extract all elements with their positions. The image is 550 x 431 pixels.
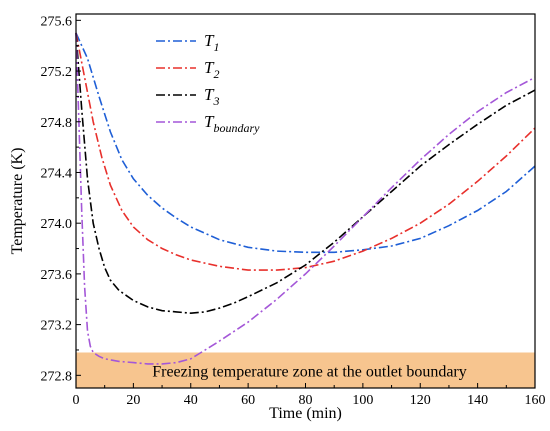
x-axis-title: Time (min) bbox=[269, 405, 342, 422]
y-tick-label: 273.6 bbox=[41, 268, 73, 283]
y-tick-label: 274.8 bbox=[41, 116, 73, 131]
x-tick-label: 40 bbox=[184, 393, 198, 408]
y-tick-label: 275.2 bbox=[41, 65, 73, 80]
x-tick-label: 100 bbox=[352, 393, 373, 408]
x-tick-label: 160 bbox=[525, 393, 546, 408]
x-tick-label: 120 bbox=[410, 393, 431, 408]
series-line-boundary bbox=[75, 32, 536, 365]
legend: T1 T2 T3 Tboundary bbox=[156, 31, 260, 135]
x-tick-label: 60 bbox=[241, 393, 255, 408]
legend-label-boundary: Tboundary bbox=[204, 112, 260, 135]
x-tick-label: 140 bbox=[467, 393, 488, 408]
series-line-3 bbox=[75, 32, 536, 315]
legend-label-2: T2 bbox=[204, 58, 219, 81]
freezing-zone-label: Freezing temperature zone at the outlet … bbox=[152, 363, 467, 380]
legend-label-1: T1 bbox=[204, 31, 219, 54]
legend-label-3: T3 bbox=[204, 85, 219, 108]
freezing-zone-band bbox=[76, 352, 535, 388]
x-tick-label: 20 bbox=[126, 393, 140, 408]
series-line-2 bbox=[75, 32, 536, 271]
x-tick-label: 80 bbox=[299, 393, 313, 408]
y-tick-label: 274.0 bbox=[41, 217, 73, 232]
plot-frame bbox=[75, 13, 536, 389]
y-tick-label: 275.6 bbox=[41, 14, 73, 29]
x-tick-label: 0 bbox=[73, 393, 80, 408]
y-tick-label: 272.8 bbox=[41, 369, 73, 384]
y-axis-title: Temperature (K) bbox=[9, 148, 26, 255]
y-tick-label: 274.4 bbox=[41, 166, 73, 181]
series-line-1 bbox=[75, 32, 536, 254]
y-tick-label: 273.2 bbox=[41, 319, 73, 334]
